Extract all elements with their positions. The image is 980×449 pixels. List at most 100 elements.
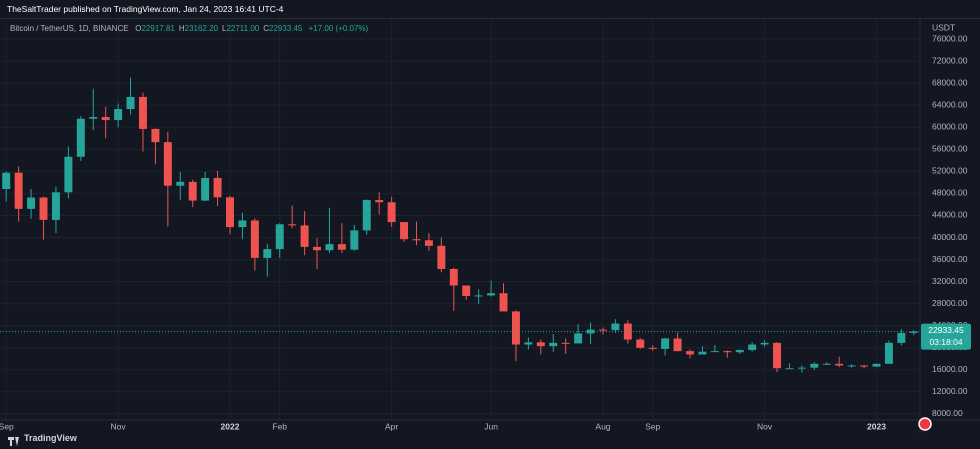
candle-body: [437, 245, 446, 269]
candle-body: [163, 142, 172, 186]
candle-body: [337, 244, 346, 250]
candle-body: [698, 351, 707, 355]
x-tick-label: Feb: [272, 421, 287, 431]
y-tick-label: 64000.00: [932, 99, 968, 109]
last-price-box: [921, 323, 971, 350]
candle-body: [499, 293, 508, 312]
last-price-label: 22933.45: [928, 325, 964, 335]
candle-body: [797, 367, 806, 369]
candle-body: [350, 230, 359, 250]
candle-body: [586, 329, 595, 334]
candle-body: [51, 192, 60, 220]
candle-body: [760, 342, 769, 345]
y-tick-label: 16000.00: [932, 364, 968, 374]
candle-body: [250, 220, 259, 258]
x-tick-label: Apr: [385, 421, 398, 431]
candle-body: [64, 156, 73, 193]
candle-body: [860, 365, 869, 367]
candle-body: [636, 339, 645, 348]
publisher-line: TheSaltTrader published on TradingView.c…: [7, 4, 284, 14]
y-tick-label: 72000.00: [932, 55, 968, 65]
y-tick-label: 8000.00: [932, 408, 963, 418]
candle-body: [897, 332, 906, 343]
candle-body: [822, 363, 831, 365]
x-tick-label: Sep: [645, 421, 660, 431]
symbol-header: Bitcoin / TetherUS, 1D, BINANCE O22917.8…: [10, 24, 372, 33]
ohlc-legend: O22917.81 H23162.20 L22711.00 C22933.45: [135, 24, 306, 33]
event-icon[interactable]: [918, 417, 932, 431]
ohlc-value: 23162.20: [184, 24, 218, 33]
x-tick-label: 2022: [221, 421, 240, 431]
y-tick-label: 52000.00: [932, 166, 968, 176]
candle-body: [785, 368, 794, 370]
candle-body: [238, 220, 247, 228]
candle-body: [288, 224, 297, 226]
change: +17.00 (+0.07%): [308, 24, 369, 33]
candle-body: [723, 351, 732, 353]
candle-body: [14, 172, 23, 209]
candle-body: [89, 117, 98, 119]
candle-body: [138, 96, 147, 129]
y-tick-label: 32000.00: [932, 276, 968, 286]
ohlc-key: C: [263, 24, 270, 33]
y-tick-label: 76000.00: [932, 33, 968, 43]
candle-body: [810, 363, 819, 368]
brand: TradingView: [24, 433, 77, 443]
candle-body: [126, 96, 135, 110]
ohlc-value: 22711.00: [226, 24, 260, 33]
candle-body: [462, 285, 471, 296]
candle-body: [300, 225, 309, 247]
y-tick-label: 28000.00: [932, 298, 968, 308]
y-tick-label: 40000.00: [932, 232, 968, 242]
candle-body: [474, 295, 483, 297]
candles: [0, 77, 920, 373]
x-tick-label: Sep: [0, 421, 14, 431]
candle-body: [325, 244, 334, 251]
x-tick-label: Aug: [595, 421, 610, 431]
candle-body: [275, 224, 284, 250]
candle-body: [201, 177, 210, 201]
candle-body: [176, 181, 185, 186]
candle-body: [524, 342, 533, 345]
y-tick-label: 56000.00: [932, 144, 968, 154]
candle-body: [511, 311, 520, 345]
candle-body: [536, 342, 545, 347]
candle-body: [574, 333, 583, 344]
candle-body: [213, 177, 222, 198]
candle-body: [387, 202, 396, 223]
candle-body: [114, 109, 123, 121]
candle-body: [313, 246, 322, 251]
candle-body: [424, 240, 433, 246]
currency-label: USDT: [932, 22, 955, 32]
candle-body: [561, 342, 570, 344]
x-tick-label: Nov: [111, 421, 127, 431]
ohlc-value: 22933.45: [269, 24, 303, 33]
grid: [0, 20, 920, 420]
countdown-label: 03:18:04: [929, 337, 962, 347]
x-tick-label: Nov: [757, 421, 773, 431]
candle-body: [375, 200, 384, 203]
x-tick-label: 2023: [867, 421, 886, 431]
candle-body: [909, 331, 918, 333]
candle-body: [76, 118, 85, 157]
candle-body: [611, 323, 620, 331]
candle-body: [151, 128, 160, 143]
ohlc-key: L: [222, 24, 227, 33]
candle-body: [710, 351, 719, 353]
candle-body: [362, 200, 371, 231]
y-tick-label: 44000.00: [932, 210, 968, 220]
logo-mark: [8, 437, 19, 446]
candle-body: [648, 347, 657, 349]
candle-body: [263, 249, 272, 258]
tradingview-logo: [8, 437, 19, 446]
ohlc-key: H: [178, 24, 185, 33]
ohlc-key: O: [135, 24, 142, 33]
candle-body: [226, 197, 234, 228]
x-tick-label: Jun: [484, 421, 498, 431]
chart-background: [0, 18, 980, 434]
candle-body: [449, 268, 458, 286]
candle-body: [661, 338, 670, 349]
y-tick-label: 68000.00: [932, 77, 968, 87]
